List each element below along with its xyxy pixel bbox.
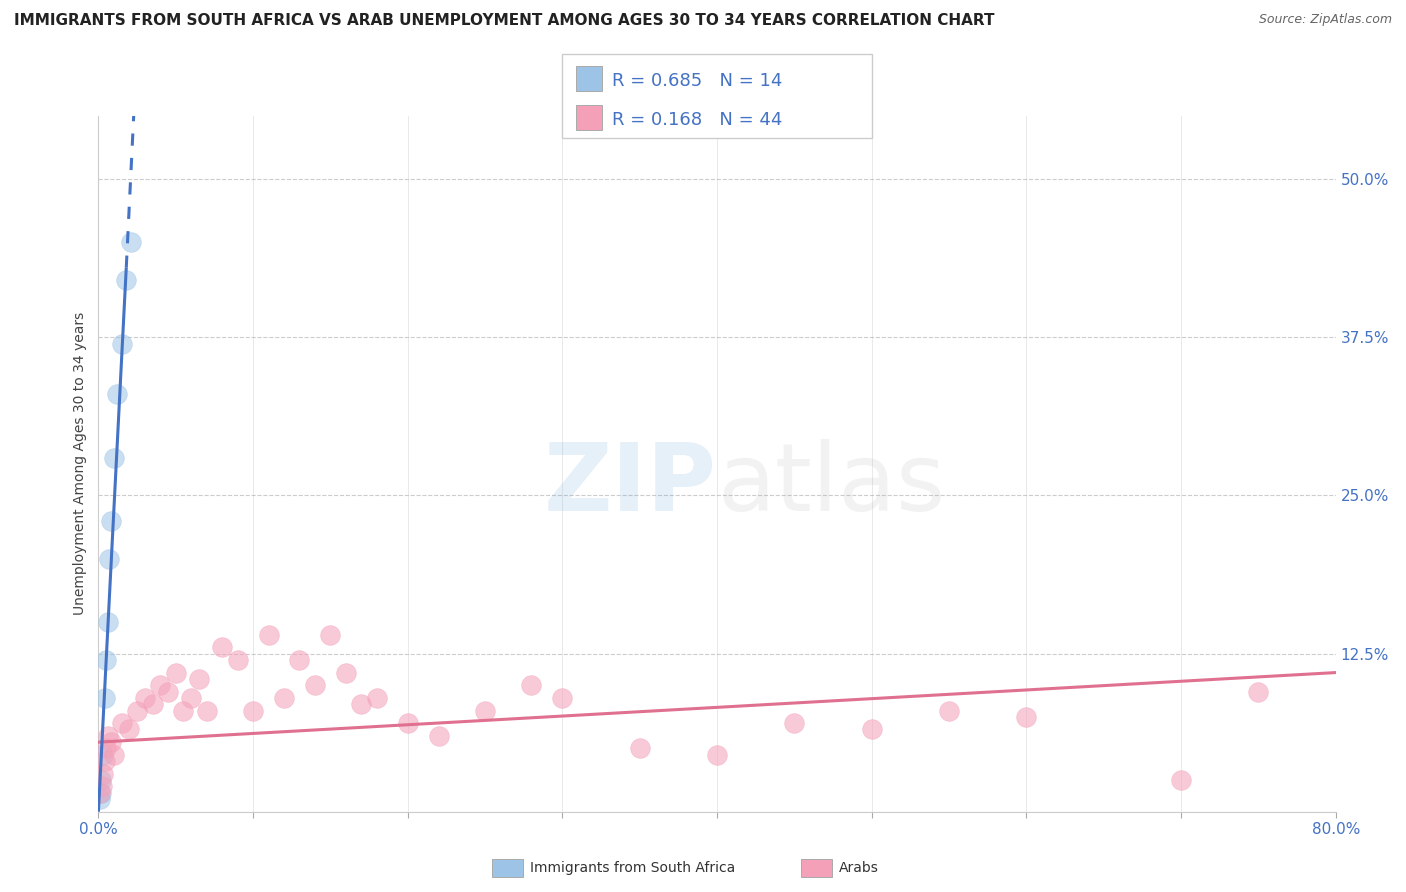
Point bbox=[173, 704, 195, 718]
Point bbox=[149, 678, 172, 692]
Point bbox=[127, 704, 149, 718]
Point bbox=[142, 697, 165, 711]
Point bbox=[350, 697, 373, 711]
Point bbox=[706, 747, 728, 762]
Point bbox=[938, 704, 960, 718]
Point bbox=[94, 690, 117, 705]
Y-axis label: Unemployment Among Ages 30 to 34 years: Unemployment Among Ages 30 to 34 years bbox=[73, 312, 87, 615]
Text: atlas: atlas bbox=[717, 439, 945, 531]
Point bbox=[120, 235, 142, 250]
Text: R = 0.685   N = 14: R = 0.685 N = 14 bbox=[612, 71, 782, 89]
Point bbox=[474, 704, 496, 718]
Point bbox=[195, 704, 218, 718]
Point bbox=[111, 716, 134, 731]
Point bbox=[97, 615, 120, 629]
Point bbox=[304, 678, 326, 692]
Point bbox=[89, 792, 111, 806]
Point bbox=[860, 723, 883, 737]
Point bbox=[89, 786, 111, 800]
Point bbox=[134, 690, 156, 705]
Point bbox=[103, 450, 125, 465]
Point bbox=[628, 741, 651, 756]
Point bbox=[98, 551, 121, 566]
Text: R = 0.168   N = 44: R = 0.168 N = 44 bbox=[612, 111, 782, 128]
Text: Source: ZipAtlas.com: Source: ZipAtlas.com bbox=[1258, 13, 1392, 27]
Point bbox=[118, 723, 141, 737]
Point bbox=[103, 747, 125, 762]
Point bbox=[1015, 710, 1038, 724]
Point bbox=[90, 780, 112, 794]
Point bbox=[366, 690, 388, 705]
Point bbox=[1170, 773, 1192, 788]
Point bbox=[188, 672, 211, 686]
Point bbox=[165, 665, 187, 680]
Point bbox=[319, 627, 342, 641]
Point bbox=[396, 716, 419, 731]
Point bbox=[257, 627, 280, 641]
Point bbox=[96, 653, 118, 667]
Point bbox=[520, 678, 543, 692]
Text: Arabs: Arabs bbox=[839, 861, 879, 875]
Point bbox=[157, 684, 180, 698]
Point bbox=[1247, 684, 1270, 698]
Text: Immigrants from South Africa: Immigrants from South Africa bbox=[530, 861, 735, 875]
Point bbox=[211, 640, 233, 655]
Text: IMMIGRANTS FROM SOUTH AFRICA VS ARAB UNEMPLOYMENT AMONG AGES 30 TO 34 YEARS CORR: IMMIGRANTS FROM SOUTH AFRICA VS ARAB UNE… bbox=[14, 13, 994, 29]
Point bbox=[273, 690, 295, 705]
Point bbox=[105, 387, 128, 401]
Point bbox=[288, 653, 311, 667]
Point bbox=[180, 690, 202, 705]
Point bbox=[111, 336, 134, 351]
Point bbox=[100, 514, 122, 528]
Point bbox=[427, 729, 450, 743]
Point bbox=[91, 766, 114, 780]
Point bbox=[91, 747, 114, 762]
Point bbox=[90, 786, 112, 800]
Text: ZIP: ZIP bbox=[544, 439, 717, 531]
Point bbox=[226, 653, 249, 667]
Point bbox=[90, 773, 112, 788]
Point bbox=[551, 690, 574, 705]
Point bbox=[100, 735, 122, 749]
Point bbox=[93, 754, 115, 768]
Point bbox=[96, 741, 118, 756]
Point bbox=[97, 729, 120, 743]
Point bbox=[242, 704, 264, 718]
Point bbox=[335, 665, 357, 680]
Point bbox=[115, 273, 138, 287]
Point bbox=[783, 716, 806, 731]
